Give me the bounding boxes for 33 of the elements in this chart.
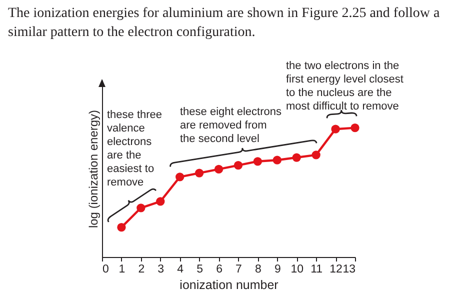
x-tick-label: 8 bbox=[254, 264, 262, 276]
text: the two electrons in the first energy level closest to the nucleus are the most difficult to remove bbox=[286, 60, 404, 112]
x-tick-label: 3 bbox=[158, 264, 164, 276]
x-tick-label: 2 bbox=[138, 264, 145, 276]
point bbox=[117, 222, 126, 232]
point bbox=[176, 172, 184, 182]
x-tick-label: 7 bbox=[236, 264, 242, 276]
x-tick-label: 13 bbox=[342, 264, 356, 276]
x-tick-label: 10 bbox=[290, 264, 304, 276]
point bbox=[136, 204, 146, 212]
x-tick-label: 5 bbox=[196, 264, 204, 276]
point bbox=[253, 157, 262, 166]
x-tick-label: 12 bbox=[330, 264, 342, 276]
x-tick-label: 11 bbox=[310, 264, 323, 276]
chart-title: The ionization energies for aluminium are shown in Figure 2.25 and follow a similar pattern to the electron configuration. bbox=[8, 5, 441, 42]
x-axis-title: ionization number bbox=[180, 278, 278, 291]
y-axis-title: log (ionization energy) bbox=[86, 110, 100, 228]
point bbox=[312, 150, 320, 160]
annotation: these three valence electrons are the easiest to remove bbox=[107, 109, 162, 188]
x-tick-label: 6 bbox=[216, 264, 222, 276]
x-tick-label: 0 bbox=[102, 264, 109, 276]
point bbox=[194, 168, 204, 178]
point bbox=[292, 153, 301, 162]
point bbox=[234, 160, 243, 170]
point bbox=[214, 164, 224, 174]
point bbox=[156, 197, 165, 206]
point bbox=[350, 123, 360, 132]
annotation: these eight electrons are removed from the second level bbox=[180, 106, 282, 145]
point bbox=[331, 124, 340, 134]
x-tick-label: 4 bbox=[177, 264, 184, 276]
point bbox=[272, 156, 282, 164]
x-tick-label: 9 bbox=[274, 264, 281, 276]
x-tick-label: 1 bbox=[118, 264, 126, 276]
